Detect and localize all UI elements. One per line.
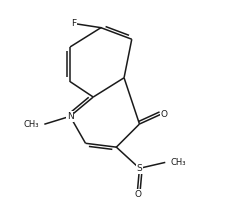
Text: F: F	[71, 19, 76, 28]
Text: CH₃: CH₃	[170, 158, 186, 167]
Text: CH₃: CH₃	[24, 120, 39, 129]
Text: O: O	[134, 190, 141, 199]
Text: S: S	[137, 164, 142, 173]
Text: O: O	[161, 110, 168, 119]
Text: N: N	[67, 112, 74, 121]
